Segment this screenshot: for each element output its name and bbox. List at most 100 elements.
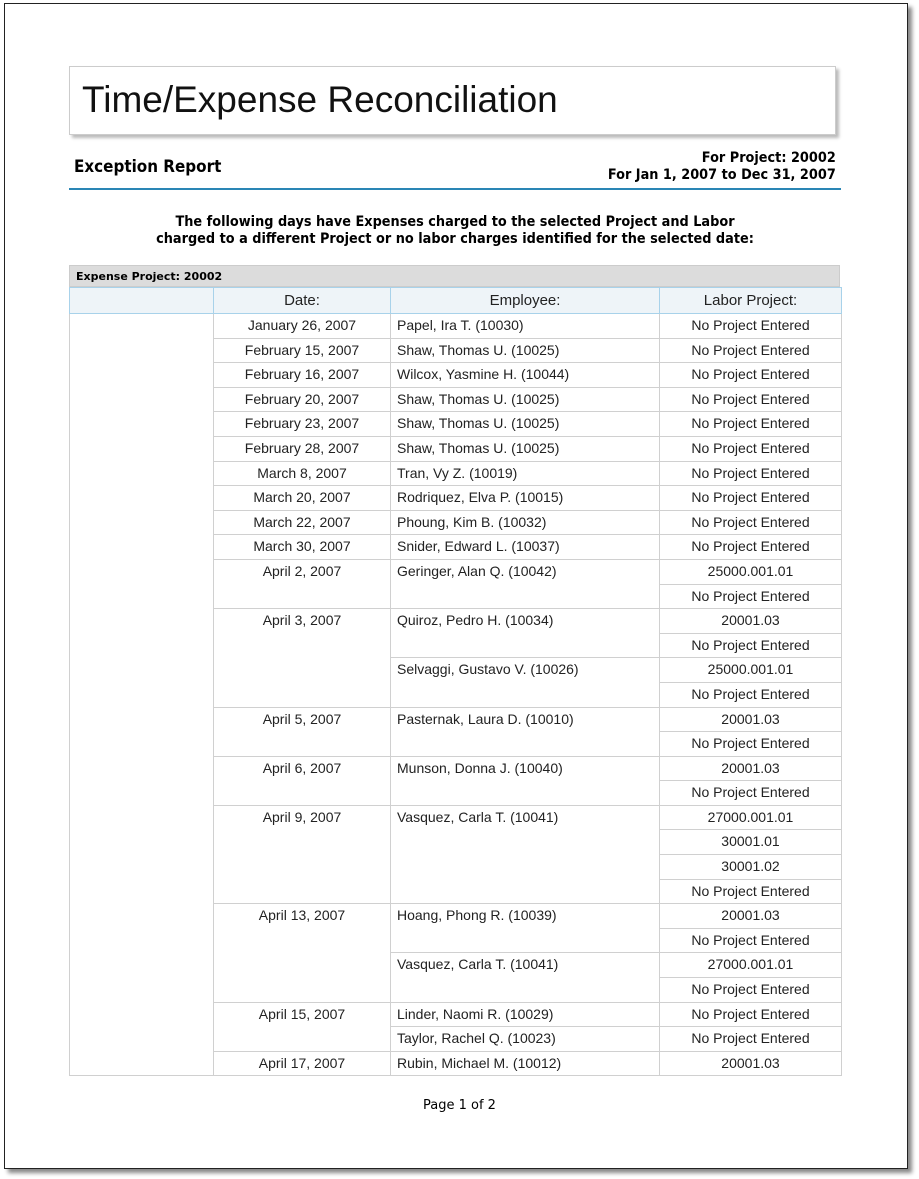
employee-cell: Shaw, Thomas U. (10025) [390, 435, 660, 462]
date-cell: February 16, 2007 [213, 362, 391, 388]
table-row: April 15, 2007 Linder, Naomi R. (10029) No… [70, 1001, 842, 1052]
labor-project-cell: No Project Entered [659, 681, 842, 708]
date-cell: March 30, 2007 [213, 534, 391, 560]
column-header-date: Date: [213, 287, 391, 314]
employee-cell: Rodriquez, Elva P. (10015) [390, 485, 660, 511]
labor-project-cell: 20001.03 [659, 608, 842, 634]
table-row: February 16, 2007 Wilcox, Yasmine H. (100… [70, 362, 842, 388]
date-cell: March 20, 2007 [213, 485, 391, 511]
title-box: Time/Expense Reconciliation [69, 66, 836, 135]
labor-project-cell: No Project Entered [659, 313, 842, 339]
labor-project-cell: No Project Entered [659, 485, 842, 511]
date-cell: April 2, 2007 [213, 558, 391, 610]
table-row: March 22, 2007 Phoung, Kim B. (10032) No P… [70, 509, 842, 536]
labor-project-cell: No Project Entered [659, 977, 842, 1003]
labor-project-cell: No Project Entered [659, 337, 842, 364]
date-cell: April 5, 2007 [213, 706, 391, 757]
date-cell: February 23, 2007 [213, 411, 391, 437]
table-row: April 6, 2007 Munson, Donna J. (10040) 200… [70, 755, 842, 806]
table-row: April 5, 2007 Pasternak, Laura D. (10010)… [70, 706, 842, 757]
column-header-employee: Employee: [390, 287, 660, 314]
page-number: Page 1 of 2 [423, 1098, 496, 1113]
divider [69, 188, 841, 190]
table-row: February 28, 2007 Shaw, Thomas U. (10025)… [70, 435, 842, 462]
labor-project-cell: No Project Entered [659, 460, 842, 487]
table-row: April 17, 2007 Rubin, Michael M. (10012) 2… [70, 1050, 842, 1077]
date-cell: April 6, 2007 [213, 755, 391, 806]
table-row: No Project Entered [70, 632, 842, 659]
date-cell: April 3, 2007 [213, 608, 391, 708]
labor-project-cell: No Project Entered [659, 509, 842, 536]
labor-project-cell: 20001.03 [659, 903, 842, 929]
labor-project-cell: 20001.03 [659, 1050, 842, 1077]
date-cell: April 17, 2007 [213, 1050, 391, 1077]
date-cell: March 8, 2007 [213, 460, 391, 487]
table-row: February 20, 2007 Shaw, Thomas U. (10025)… [70, 386, 842, 413]
table-row: March 30, 2007 Snider, Edward L. (10037) N… [70, 534, 842, 560]
date-cell: February 28, 2007 [213, 435, 391, 462]
report-parameters: For Project: 20002 For Jan 1, 2007 to De… [608, 150, 836, 184]
column-header-labor-project: Labor Project: [659, 287, 842, 314]
employee-cell: Pasternak, Laura D. (10010) [390, 706, 660, 757]
employee-cell: Hoang, Phong R. (10039) [390, 903, 660, 954]
labor-project-cell: 27000.001.01 [659, 952, 842, 979]
employee-cell: Shaw, Thomas U. (10025) [390, 386, 660, 413]
employee-cell: Vasquez, Carla T. (10041) [390, 952, 660, 1003]
date-range: For Jan 1, 2007 to Dec 31, 2007 [608, 167, 836, 183]
labor-project-cell: No Project Entered [659, 362, 842, 388]
labor-project-cell: No Project Entered [659, 731, 842, 757]
employee-cell: Shaw, Thomas U. (10025) [390, 337, 660, 364]
intro-line: charged to a different Project or no lab… [156, 231, 754, 247]
employee-cell: Tran, Vy Z. (10019) [390, 460, 660, 487]
table-row: Taylor, Rachel Q. (10023) No Project Ente… [70, 1026, 842, 1052]
labor-project-cell: No Project Entered [659, 411, 842, 437]
employee-cell: Shaw, Thomas U. (10025) [390, 411, 660, 437]
labor-project-cell: No Project Entered [659, 386, 842, 413]
date-cell: March 22, 2007 [213, 509, 391, 536]
date-cell: April 13, 2007 [213, 903, 391, 1003]
table-header-row: Date: Employee: Labor Project: [69, 287, 842, 314]
intro-line: The following days have Expenses charged… [175, 214, 735, 230]
project-line: For Project: 20002 [702, 150, 836, 166]
date-cell: April 15, 2007 [213, 1001, 391, 1052]
table-row: March 8, 2007 Tran, Vy Z. (10019) No Proje… [70, 460, 842, 487]
date-cell: January 26, 2007 [213, 313, 391, 339]
table-row: No Project Entered [70, 878, 842, 905]
labor-project-cell: No Project Entered [659, 1026, 842, 1052]
column-header-blank [69, 287, 214, 314]
table-row: No Project Entered [70, 977, 842, 1003]
employee-cell: Quiroz, Pedro H. (10034) [390, 608, 660, 659]
date-cell: February 15, 2007 [213, 337, 391, 364]
table-row: 30001.02 [70, 854, 842, 880]
employee-cell: Phoung, Kim B. (10032) [390, 509, 660, 536]
table-row: April 2, 2007 Geringer, Alan Q. (10042) 25… [70, 558, 842, 610]
date-cell: February 20, 2007 [213, 386, 391, 413]
blank-cell [69, 312, 214, 1077]
exception-table: Date: Employee: Labor Project: January 2… [69, 287, 842, 1077]
labor-project-cell: No Project Entered [659, 583, 842, 610]
labor-project-cell: 30001.02 [659, 854, 842, 880]
group-header: Expense Project: 20002 [69, 265, 840, 287]
table-row: February 23, 2007 Shaw, Thomas U. (10025)… [70, 411, 842, 437]
labor-project-cell: 27000.001.01 [659, 804, 842, 831]
labor-project-cell: No Project Entered [659, 878, 842, 905]
table-row: April 9, 2007 Vasquez, Carla T. (10041) 27… [70, 804, 842, 905]
employee-cell: Papel, Ira T. (10030) [390, 313, 660, 339]
report-title: Time/Expense Reconciliation [82, 79, 558, 120]
report-subtitle: Exception Report [74, 157, 222, 176]
employee-cell: Vasquez, Carla T. (10041) [390, 804, 660, 905]
employee-cell: Rubin, Michael M. (10012) [390, 1050, 660, 1077]
labor-project-cell: No Project Entered [659, 435, 842, 462]
table-row: 30001.01 [70, 829, 842, 856]
employee-cell: Taylor, Rachel Q. (10023) [390, 1026, 660, 1052]
labor-project-cell: 25000.001.01 [659, 657, 842, 683]
employee-cell: Selvaggi, Gustavo V. (10026) [390, 657, 660, 708]
table-row: Vasquez, Carla T. (10041) 27000.001.01 [70, 952, 842, 1003]
labor-project-cell: 25000.001.01 [659, 558, 842, 585]
labor-project-cell: No Project Entered [659, 534, 842, 560]
labor-project-cell: 30001.01 [659, 829, 842, 856]
table-row: No Project Entered [70, 780, 842, 806]
table-row: No Project Entered [70, 583, 842, 610]
employee-cell: Wilcox, Yasmine H. (10044) [390, 362, 660, 388]
labor-project-cell: No Project Entered [659, 927, 842, 954]
